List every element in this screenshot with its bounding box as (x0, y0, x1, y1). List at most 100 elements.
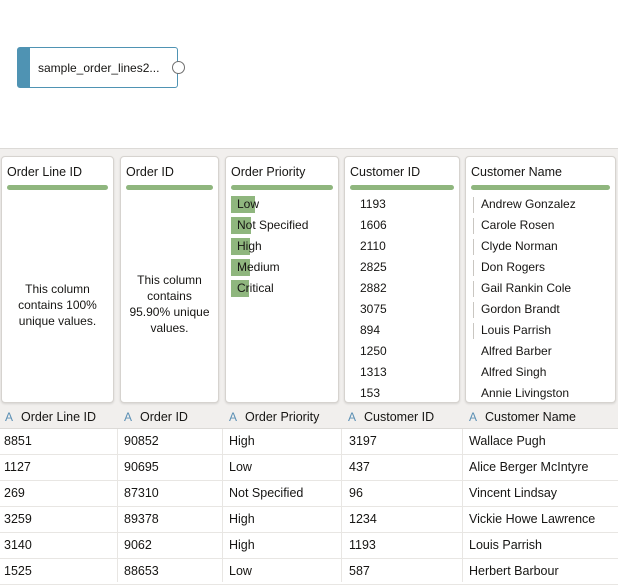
quality-bar (471, 185, 610, 190)
value-item[interactable]: 1250 (350, 341, 454, 362)
profile-card-customer-id[interactable]: Customer ID 1193 1606 2110 2825 2882 3075 894 1… (344, 156, 460, 403)
header-label: Order Line ID (21, 410, 97, 424)
table-cell[interactable]: Herbert Barbour (469, 564, 559, 578)
table-row[interactable]: 3140 9062 High 1193 Louis Parrish (0, 533, 618, 559)
value-label: Louis Parrish (481, 323, 552, 337)
value-label: Alfred Barber (481, 344, 552, 358)
value-item[interactable]: 153 (350, 383, 454, 402)
header-label: Order ID (140, 410, 188, 424)
table-row[interactable]: 269 87310 Not Specified 96 Vincent Lindsay (0, 481, 618, 507)
value-item[interactable]: 3075 (350, 299, 454, 320)
value-label: 2825 (360, 260, 387, 274)
histogram-fill (231, 280, 249, 297)
value-item[interactable]: Louis Parrish (471, 320, 610, 341)
histogram-bar[interactable]: Medium (231, 257, 333, 278)
column-header-order-id[interactable]: A Order ID (124, 406, 188, 428)
table-cell[interactable]: 8851 (4, 434, 32, 448)
dataset-node[interactable]: sample_order_lines2... (17, 47, 185, 88)
table-cell[interactable]: 90695 (124, 460, 159, 474)
table-cell[interactable]: 1234 (349, 512, 377, 526)
table-cell[interactable]: High (229, 434, 255, 448)
quality-bar (231, 185, 333, 190)
text-type-icon: A (348, 410, 357, 424)
table-cell[interactable]: High (229, 512, 255, 526)
value-frequency-tick (473, 302, 474, 318)
value-frequency-tick (473, 260, 474, 276)
value-item[interactable]: Alfred Barber (471, 341, 610, 362)
table-cell[interactable]: Alice Berger McIntyre (469, 460, 589, 474)
value-label: Gordon Brandt (481, 302, 560, 316)
profile-card-title: Order Priority (231, 165, 306, 179)
histogram-bar[interactable]: Not Specified (231, 215, 333, 236)
profile-card-customer-name[interactable]: Customer Name Andrew Gonzalez Carole Rose… (465, 156, 616, 403)
value-histogram: Low Not Specified High Medium Critical (231, 194, 333, 299)
value-list: 1193 1606 2110 2825 2882 3075 894 1250 1313 153 (350, 194, 454, 402)
value-frequency-tick (473, 281, 474, 297)
table-cell[interactable]: 437 (349, 460, 370, 474)
profile-card-title: Customer Name (471, 165, 562, 179)
table-cell[interactable]: 89378 (124, 512, 159, 526)
value-item[interactable]: Don Rogers (471, 257, 610, 278)
table-cell[interactable]: 3197 (349, 434, 377, 448)
output-port-icon[interactable] (172, 61, 185, 74)
table-cell[interactable]: Vickie Howe Lawrence (469, 512, 596, 526)
table-cell[interactable]: 587 (349, 564, 370, 578)
value-item[interactable]: 2882 (350, 278, 454, 299)
table-cell[interactable]: 3259 (4, 512, 32, 526)
column-header-customer-name[interactable]: A Customer Name (469, 406, 576, 428)
table-cell[interactable]: Low (229, 460, 252, 474)
table-cell[interactable]: High (229, 538, 255, 552)
table-row[interactable]: 1127 90695 Low 437 Alice Berger McIntyre (0, 455, 618, 481)
table-cell[interactable]: 269 (4, 486, 25, 500)
table-cell[interactable]: 1525 (4, 564, 32, 578)
profile-card-title: Order Line ID (7, 165, 83, 179)
profile-card-order-priority[interactable]: Order Priority Low Not Specified High Mediu… (225, 156, 339, 403)
table-cell[interactable]: 1193 (349, 538, 376, 552)
table-cell[interactable]: Low (229, 564, 252, 578)
value-item[interactable]: 1606 (350, 215, 454, 236)
table-cell[interactable]: 9062 (124, 538, 152, 552)
histogram-fill (231, 259, 250, 276)
value-item[interactable]: 894 (350, 320, 454, 341)
table-cell[interactable]: 3140 (4, 538, 32, 552)
value-item[interactable]: Alfred Singh (471, 362, 610, 383)
table-cell[interactable]: 1127 (4, 460, 31, 474)
value-item[interactable]: Annie Livingston (471, 383, 610, 402)
table-cell[interactable]: Vincent Lindsay (469, 486, 558, 500)
value-item[interactable]: 1313 (350, 362, 454, 383)
column-header-order-line-id[interactable]: A Order Line ID (5, 406, 96, 428)
histogram-label: Not Specified (237, 218, 309, 232)
value-item[interactable]: 1193 (350, 194, 454, 215)
table-cell[interactable]: 88653 (124, 564, 159, 578)
histogram-bar[interactable]: High (231, 236, 333, 257)
table-row[interactable]: 1525 88653 Low 587 Herbert Barbour (0, 559, 618, 585)
value-item[interactable]: Andrew Gonzalez (471, 194, 610, 215)
value-item[interactable]: Clyde Norman (471, 236, 610, 257)
value-item[interactable]: 2110 (350, 236, 454, 257)
value-label: 894 (360, 323, 381, 337)
histogram-label: Critical (237, 281, 274, 295)
value-label: Clyde Norman (481, 239, 558, 253)
text-type-icon: A (229, 410, 238, 424)
value-item[interactable]: Gordon Brandt (471, 299, 610, 320)
value-item[interactable]: 2825 (350, 257, 454, 278)
column-header-order-priority[interactable]: A Order Priority (229, 406, 319, 428)
histogram-bar[interactable]: Critical (231, 278, 333, 299)
value-label: 1606 (360, 218, 387, 232)
table-row[interactable]: 8851 90852 High 3197 Wallace Pugh (0, 429, 618, 455)
table-cell[interactable]: 87310 (124, 486, 159, 500)
column-header-customer-id[interactable]: A Customer ID (348, 406, 434, 428)
table-cell[interactable]: 96 (349, 486, 363, 500)
header-label: Order Priority (245, 410, 320, 424)
value-item[interactable]: Gail Rankin Cole (471, 278, 610, 299)
quality-bar (126, 185, 213, 190)
profile-card-order-id[interactable]: Order ID This column contains 95.90% uni… (120, 156, 219, 403)
table-row[interactable]: 3259 89378 High 1234 Vickie Howe Lawrence (0, 507, 618, 533)
table-cell[interactable]: Louis Parrish (469, 538, 542, 552)
value-item[interactable]: Carole Rosen (471, 215, 610, 236)
table-cell[interactable]: Not Specified (229, 486, 304, 500)
histogram-bar[interactable]: Low (231, 194, 333, 215)
table-cell[interactable]: Wallace Pugh (469, 434, 546, 448)
profile-card-order-line-id[interactable]: Order Line ID This column contains 100% … (1, 156, 114, 403)
table-cell[interactable]: 90852 (124, 434, 159, 448)
